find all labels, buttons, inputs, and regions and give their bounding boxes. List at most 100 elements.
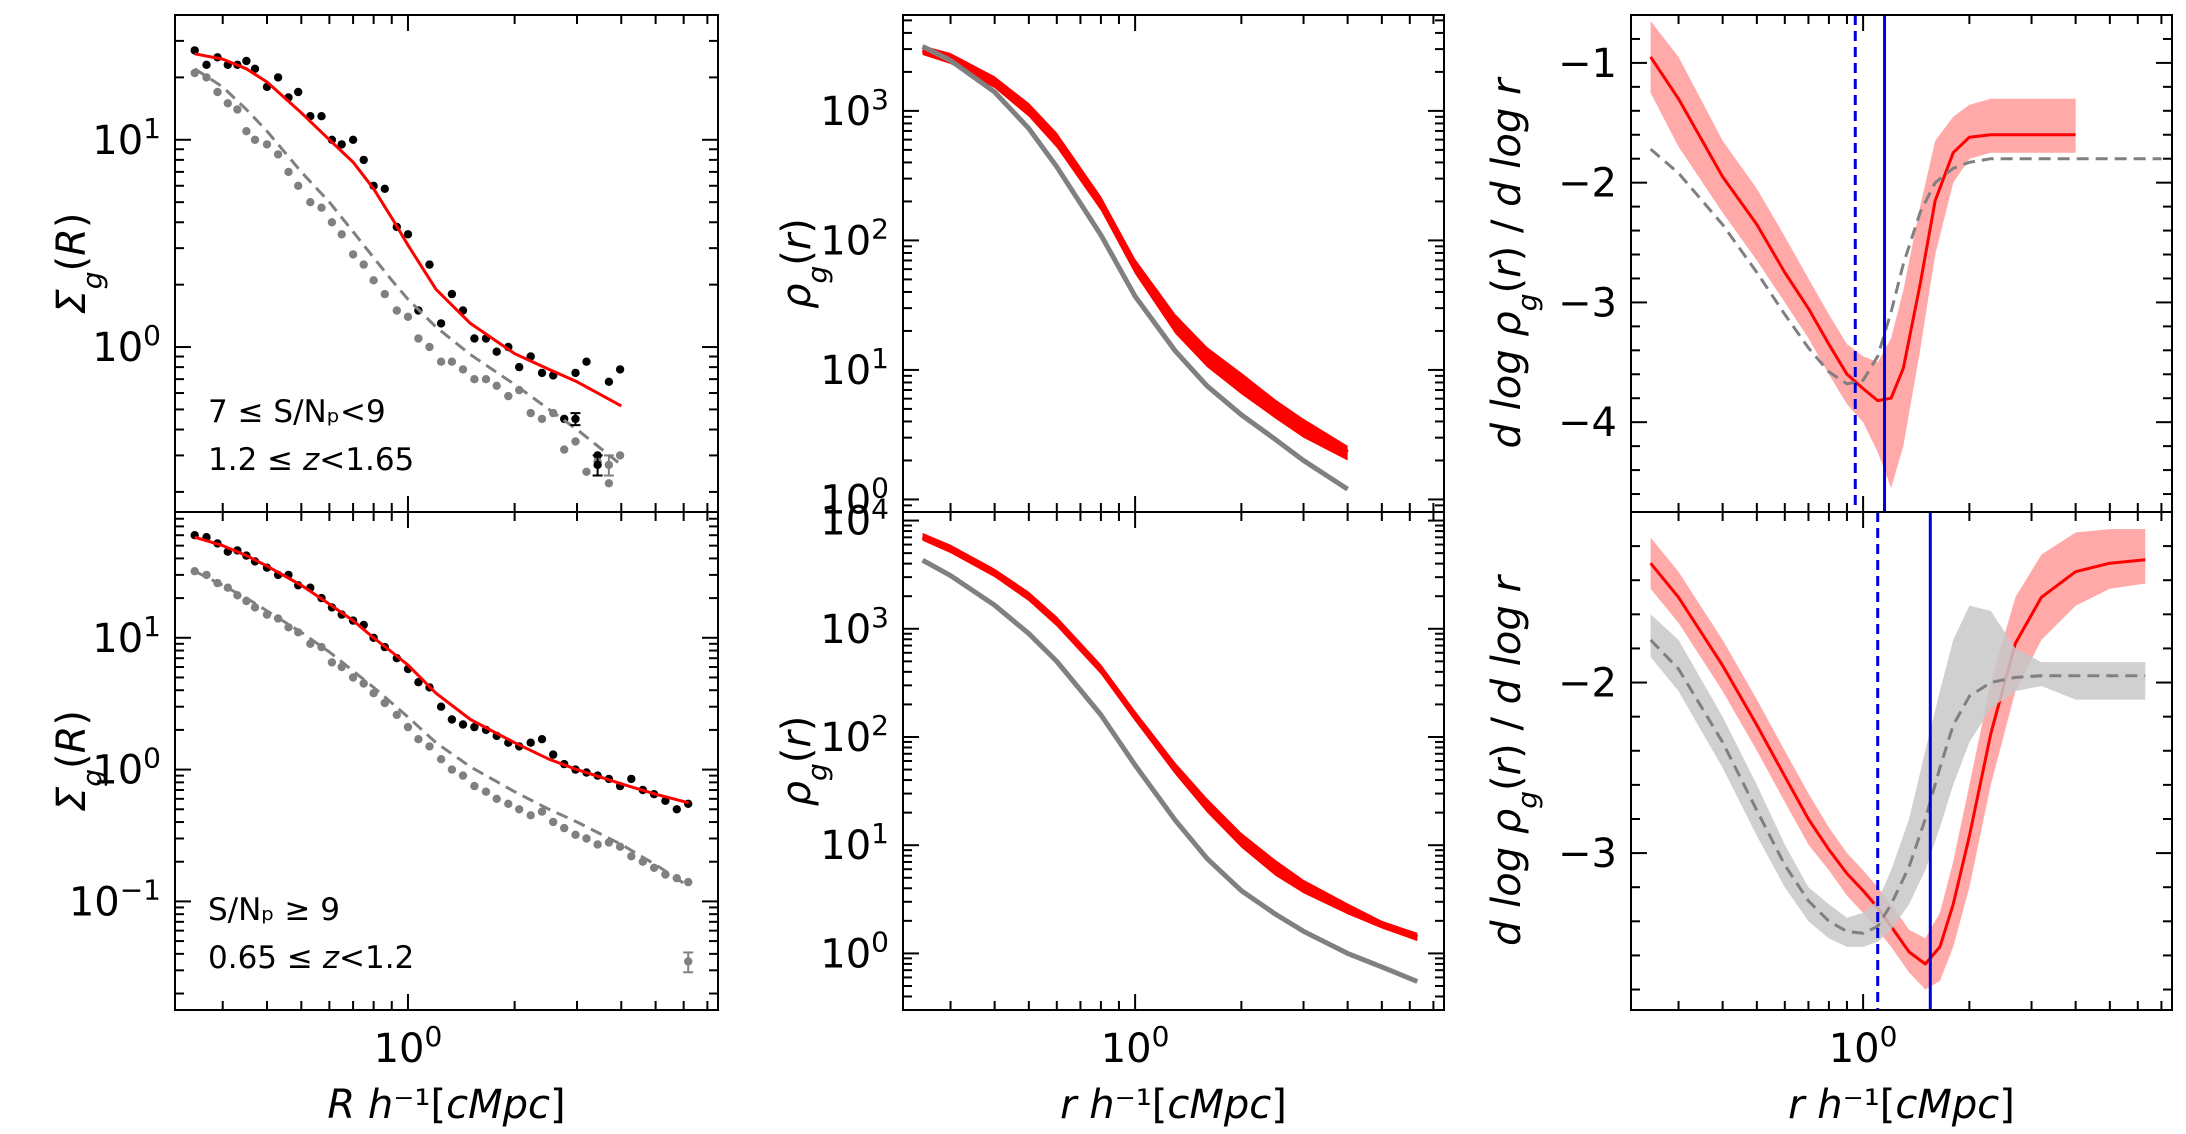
data-point bbox=[337, 230, 346, 239]
fit-line bbox=[921, 534, 1419, 940]
y-tick-label: 100 bbox=[820, 471, 889, 524]
plot-area bbox=[190, 46, 625, 488]
data-point bbox=[327, 658, 337, 667]
data-point bbox=[447, 765, 457, 774]
data-point bbox=[425, 342, 434, 352]
plot-area bbox=[921, 532, 1419, 984]
data-point bbox=[233, 105, 242, 114]
data-point bbox=[348, 250, 358, 259]
y-tick-label: 101 bbox=[92, 609, 161, 662]
panel-log-slope-top: −1 −2 −3 −4 d log ρg(r) / d log r bbox=[1484, 14, 2173, 513]
data-point bbox=[380, 289, 389, 299]
data-point bbox=[202, 60, 211, 69]
data-point bbox=[262, 140, 272, 149]
panel-density-profile-bottom: 100 104 103 102 101 100 ρg(r) r h⁻¹[cMpc] bbox=[774, 492, 1445, 1128]
data-point bbox=[526, 811, 535, 820]
y-axis-label: ρg(r) bbox=[774, 716, 834, 807]
axes-frame bbox=[902, 14, 1445, 513]
y-tick-label: 100 bbox=[92, 319, 161, 372]
data-point bbox=[250, 603, 260, 612]
data-point bbox=[317, 203, 326, 212]
data-point bbox=[294, 87, 303, 97]
dashed-fit-line bbox=[193, 67, 623, 467]
annotation-text: 1.2 ≤ z<1.65 bbox=[208, 442, 414, 478]
y-tick-label: 103 bbox=[820, 600, 889, 653]
y-axis-label: Σg(R) bbox=[49, 710, 109, 812]
data-point bbox=[593, 460, 602, 470]
confidence-band bbox=[1650, 605, 2146, 947]
data-point bbox=[549, 817, 558, 827]
data-point bbox=[403, 312, 413, 321]
y-tick-label: 100 bbox=[92, 741, 161, 794]
data-point bbox=[672, 805, 681, 814]
data-point bbox=[526, 408, 535, 418]
data-point bbox=[273, 73, 283, 82]
data-point bbox=[504, 391, 513, 401]
data-point bbox=[284, 623, 293, 632]
data-point bbox=[537, 735, 547, 744]
data-point bbox=[327, 218, 337, 227]
confidence-band bbox=[922, 45, 1348, 461]
fit-line bbox=[194, 52, 623, 408]
fit-line bbox=[921, 47, 1349, 455]
data-point bbox=[436, 319, 446, 328]
data-point bbox=[359, 679, 368, 688]
data-point bbox=[582, 834, 591, 843]
data-point bbox=[414, 735, 423, 744]
data-point bbox=[414, 678, 423, 687]
data-point bbox=[627, 774, 636, 784]
data-point bbox=[615, 451, 625, 460]
plot-area bbox=[190, 531, 694, 974]
x-axis-label: R h⁻¹[cMpc] bbox=[327, 1082, 565, 1128]
data-point bbox=[294, 181, 303, 190]
data-point bbox=[571, 830, 580, 839]
data-point bbox=[306, 198, 315, 207]
data-point bbox=[537, 807, 547, 816]
data-point bbox=[458, 771, 468, 780]
data-point bbox=[213, 87, 222, 97]
y-tick-label: −4 bbox=[1558, 400, 1617, 446]
data-point bbox=[403, 230, 413, 239]
data-point bbox=[250, 64, 260, 74]
fit-line bbox=[921, 44, 1349, 492]
y-tick-label: 101 bbox=[820, 817, 889, 870]
y-tick-label: 102 bbox=[820, 212, 889, 265]
x-axis-label: r h⁻¹[cMpc] bbox=[1788, 1082, 2015, 1128]
data-point bbox=[470, 722, 479, 732]
x-tick-label: 100 bbox=[374, 1020, 443, 1073]
data-point bbox=[359, 260, 368, 269]
y-tick-label: 103 bbox=[820, 82, 889, 134]
data-point bbox=[615, 365, 625, 374]
data-point bbox=[242, 56, 251, 66]
dashed-fit-line bbox=[1649, 638, 2146, 935]
data-point bbox=[337, 140, 346, 149]
data-point bbox=[604, 479, 614, 488]
axes-frame bbox=[174, 14, 719, 513]
data-point bbox=[582, 467, 591, 476]
data-point bbox=[223, 99, 232, 108]
data-point bbox=[359, 155, 368, 165]
x-tick-label: 100 bbox=[1101, 1020, 1170, 1073]
data-point bbox=[481, 375, 491, 384]
data-point bbox=[470, 781, 479, 791]
data-point bbox=[392, 710, 401, 720]
y-tick-label: −1 bbox=[1558, 41, 1617, 87]
data-point bbox=[560, 823, 569, 833]
x-tick-label: 100 bbox=[1829, 1020, 1898, 1073]
data-point bbox=[604, 377, 614, 386]
data-point bbox=[317, 642, 326, 652]
data-point bbox=[425, 742, 434, 751]
data-point bbox=[549, 750, 558, 759]
data-point bbox=[515, 805, 524, 814]
data-point bbox=[649, 863, 659, 872]
fit-line bbox=[194, 535, 690, 805]
axes-frame bbox=[1630, 511, 2173, 1011]
y-tick-label: 10−1 bbox=[69, 873, 161, 926]
fit-line bbox=[921, 558, 1419, 984]
data-point bbox=[458, 720, 468, 729]
data-point bbox=[615, 842, 625, 851]
data-point bbox=[571, 437, 580, 446]
data-point bbox=[403, 722, 413, 732]
data-point bbox=[571, 414, 580, 424]
